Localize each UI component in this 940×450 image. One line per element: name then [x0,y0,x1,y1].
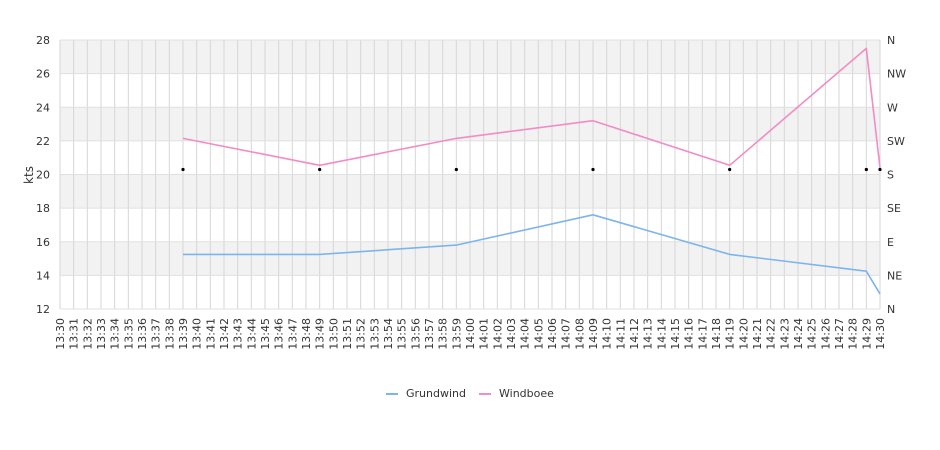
series-line-windboee [182,47,881,168]
direction-marker [181,167,185,172]
x-tick-label: 13:52 [355,318,368,350]
x-tick-label: 13:40 [191,318,204,350]
x-tick-label: 13:44 [245,318,258,350]
x-tick-label: 13:33 [95,318,108,350]
x-axis-ticks: 13:30 13:31 13:32 13:33 13:34 13:35 13:36 13:37… [54,318,887,350]
x-tick-label: 14:00 [464,318,477,350]
direction-tick-label: N [887,34,895,47]
direction-marker [454,167,458,172]
x-tick-label: 14:28 [847,318,860,350]
x-tick-label: 13:37 [150,318,163,350]
x-tick-label: 13:38 [163,318,176,350]
direction-tick-label: SE [887,202,901,215]
series-lines [182,47,881,295]
x-tick-label: 13:49 [314,318,327,350]
x-tick-label: 14:10 [601,318,614,350]
x-tick-label: 13:43 [232,318,245,350]
x-tick-label: 14:16 [683,318,696,350]
legend-label: Windboee [499,387,554,400]
y-tick-label: 24 [36,101,50,114]
x-tick-label: 14:20 [737,318,750,350]
x-tick-label: 14:13 [642,318,655,350]
x-tick-label: 14:09 [587,318,600,350]
x-tick-label: 14:24 [792,318,805,350]
x-tick-label: 13:51 [341,318,354,350]
x-tick-label: 14:23 [778,318,791,350]
x-tick-label: 13:35 [122,318,135,350]
x-tick-label: 14:06 [546,318,559,350]
legend: Grundwind Windboee [386,387,554,400]
x-tick-label: 14:03 [505,318,518,350]
x-tick-label: 13:46 [273,318,286,350]
x-tick-label: 13:36 [136,318,149,350]
x-tick-label: 14:05 [532,318,545,350]
y-tick-label: 20 [36,169,50,182]
direction-marker [878,167,882,172]
x-tick-label: 13:34 [109,318,122,350]
x-tick-label: 14:17 [696,318,709,350]
direction-tick-label: SW [887,135,905,148]
x-tick-label: 13:55 [396,318,409,350]
direction-axis-ticks: N NE E SE S SW W NW N [887,34,906,316]
x-tick-label: 14:11 [614,318,627,350]
x-tick-label: 14:29 [860,318,873,350]
direction-tick-label: NE [887,269,902,282]
legend-label: Grundwind [406,387,466,400]
series-line-grundwind [183,214,881,295]
y-tick-label: 28 [36,34,50,47]
x-tick-label: 14:15 [669,318,682,350]
x-tick-label: 13:53 [368,318,381,350]
direction-marker [728,167,732,172]
x-tick-label: 13:57 [423,318,436,350]
x-tick-label: 14:12 [628,318,641,350]
x-tick-label: 14:26 [819,318,832,350]
x-tick-label: 14:27 [833,318,846,350]
direction-tick-label: S [887,169,894,182]
x-tick-label: 14:18 [710,318,723,350]
direction-marker [864,167,868,172]
y-tick-label: 12 [36,303,50,316]
x-tick-label: 14:19 [724,318,737,350]
x-tick-label: 13:32 [81,318,94,350]
x-tick-label: 13:45 [259,318,272,350]
y-tick-label: 26 [36,68,50,81]
y-tick-label: 22 [36,135,50,148]
x-tick-label: 14:30 [874,318,887,350]
direction-tick-label: N [887,303,895,316]
x-tick-label: 14:14 [655,318,668,350]
x-tick-label: 13:30 [54,318,67,350]
x-tick-label: 13:31 [68,318,81,350]
y-tick-label: 14 [36,269,50,282]
y-tick-label: 16 [36,236,50,249]
x-tick-label: 14:02 [491,318,504,350]
x-tick-label: 13:48 [300,318,313,350]
x-tick-label: 14:04 [519,318,532,350]
x-tick-label: 14:21 [751,318,764,350]
x-tick-label: 13:39 [177,318,190,350]
direction-marker [318,167,322,172]
direction-marker [591,167,595,172]
y-axis-title: kts [22,166,36,184]
x-tick-label: 13:59 [450,318,463,350]
x-tick-label: 14:25 [806,318,819,350]
y-tick-label: 18 [36,202,50,215]
direction-tick-label: NW [887,68,906,81]
x-tick-label: 13:58 [437,318,450,350]
x-tick-label: 14:22 [765,318,778,350]
x-tick-label: 14:07 [560,318,573,350]
x-tick-label: 13:56 [409,318,422,350]
x-tick-label: 13:42 [218,318,231,350]
x-tick-label: 14:08 [573,318,586,350]
direction-markers [181,167,882,172]
x-tick-label: 14:01 [478,318,491,350]
direction-tick-label: E [887,236,894,249]
x-tick-label: 13:50 [327,318,340,350]
x-tick-label: 13:47 [286,318,299,350]
x-tick-label: 13:41 [204,318,217,350]
direction-tick-label: W [887,101,898,114]
x-tick-label: 13:54 [382,318,395,350]
y-axis-ticks: 12 14 16 18 20 22 24 26 28 [36,34,50,316]
